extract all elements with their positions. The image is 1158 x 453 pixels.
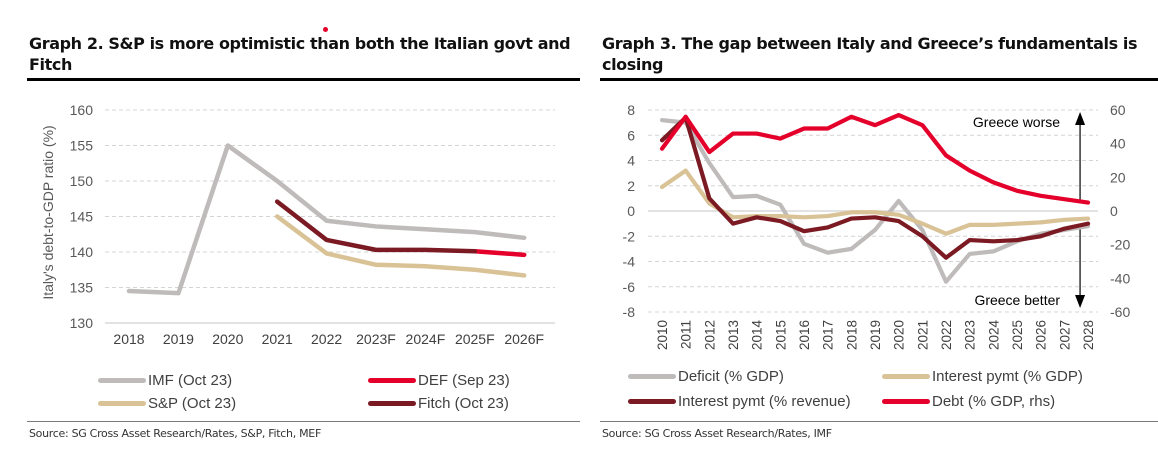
legend-item-debt: Debt (% GDP, rhs) [882,393,1055,410]
arrow-up-icon [1075,112,1086,125]
x-tick-label: 2019 [163,331,194,347]
x-tick-label: 2027 [1057,320,1072,350]
x-tick-label: 2014 [750,320,765,351]
legend-item-def: DEF (Sep 23) [368,372,510,389]
x-tick-label: 2028 [1081,320,1096,350]
y2-tick-label: 20 [1110,169,1126,185]
x-tick-label: 2013 [726,320,741,350]
y2-tick-label: 40 [1110,136,1126,152]
x-tick-label: 2023F [356,331,396,347]
x-tick-label: 2021 [262,331,293,347]
y-tick-label: 8 [627,102,635,118]
y2-tick-label: 0 [1110,203,1118,219]
series-line-deficit-gdp [659,118,1091,284]
legend-swatch [368,401,416,406]
x-tick-label: 2026 [1034,320,1049,350]
x-tick-label: 2018 [113,331,144,347]
legend-label: DEF (Sep 23) [418,372,510,389]
y2-tick-label: 60 [1110,102,1126,118]
y-tick-label: 130 [70,315,94,331]
legend-item-imf: IMF (Oct 23) [98,372,232,389]
arrow-down-icon [1075,295,1086,308]
x-tick-label: 2022 [939,320,954,350]
x-tick-label: 2015 [773,320,788,350]
x-tick-label: 2026F [504,331,544,347]
x-tick-label: 2019 [868,320,883,350]
y-tick-label: 140 [70,244,94,260]
y-axis-label: Italy's debt-to-GDP ratio (%) [40,125,56,299]
series-line-s-p-oct-23 [274,214,527,278]
x-tick-label: 2021 [915,320,930,350]
legend-swatch [628,374,676,379]
y2-tick-label: -40 [1110,270,1130,286]
series-line-interest-pymt-gdp [659,168,1091,236]
y-tick-label: 145 [70,209,94,225]
legend-swatch [368,378,416,383]
marker-dot [323,27,328,32]
y2-tick-label: -60 [1110,304,1130,320]
legend-item-fitch: Fitch (Oct 23) [368,395,509,412]
graph3-title: Graph 3. The gap between Italy and Greec… [602,34,1138,74]
graph3-source-rule [600,421,1158,422]
y-tick-label: 2 [627,178,635,194]
series-line-def-sep-23 [472,249,527,258]
legend-swatch [98,378,146,383]
x-tick-label: 2017 [821,320,836,350]
y-tick-label: -2 [623,228,636,244]
graph3-title-rule [600,78,1158,81]
y-tick-label: 160 [70,102,94,118]
legend-item-sp: S&P (Oct 23) [98,395,236,412]
legend-label: Debt (% GDP, rhs) [932,393,1056,410]
x-tick-label: 2022 [311,331,342,347]
y-tick-label: 0 [627,203,635,219]
x-tick-label: 2020 [212,331,243,347]
legend-label: S&P (Oct 23) [148,395,237,412]
y-tick-label: -6 [623,279,636,295]
legend-label: Interest pymt (% GDP) [932,368,1083,385]
legend-item-interest-revenue: Interest pymt (% revenue) [628,393,851,410]
y-tick-label: 135 [70,280,94,296]
graph2-title: Graph 2. S&P is more optimistic than bot… [29,34,571,74]
annotation-greece-worse: Greece worse [973,114,1060,130]
graph2-title-rule [27,78,580,81]
x-tick-label: 2025F [455,331,495,347]
y2-tick-label: -20 [1110,237,1130,253]
x-tick-label: 2018 [844,320,859,350]
x-tick-label: 2024 [986,320,1001,351]
graph3-source: Source: SG Cross Asset Research/Rates, I… [602,427,832,440]
y-tick-label: 155 [70,138,94,154]
y-tick-label: 6 [627,127,635,143]
y-tick-label: -4 [623,254,636,270]
legend-swatch [628,399,676,404]
legend-swatch [98,401,146,406]
legend-swatch [882,374,930,379]
x-tick-label: 2024F [406,331,446,347]
x-tick-label: 2012 [702,320,717,350]
x-tick-label: 2020 [892,320,907,350]
legend-swatch [882,399,930,404]
x-tick-label: 2023 [963,320,978,350]
graph2-source-rule [27,421,580,422]
legend-label: Fitch (Oct 23) [418,395,509,412]
y-tick-label: 4 [627,153,635,169]
x-tick-label: 2016 [797,320,812,350]
annotation-greece-better: Greece better [974,292,1060,308]
legend-item-interest-gdp: Interest pymt (% GDP) [882,368,1083,385]
x-tick-label: 2010 [655,320,670,350]
x-tick-label: 2025 [1010,320,1025,350]
legend-label: IMF (Oct 23) [148,372,233,389]
graph2-source: Source: SG Cross Asset Research/Rates, S… [29,427,321,440]
legend-label: Deficit (% GDP) [678,368,784,385]
legend-label: Interest pymt (% revenue) [678,393,851,410]
x-tick-label: 2011 [679,320,694,349]
legend-item-deficit: Deficit (% GDP) [628,368,784,385]
graph2-chart: 160 155 150 145 140 135 130 2018 2019 2020 2021 202… [40,102,555,347]
y-tick-label: -8 [623,304,636,320]
y-tick-label: 150 [70,173,94,189]
